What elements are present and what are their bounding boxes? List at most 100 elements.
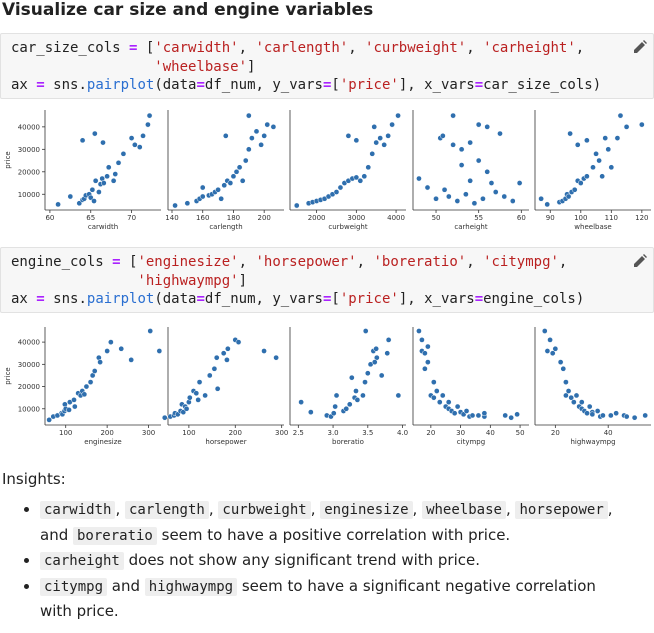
point — [571, 186, 578, 193]
point — [467, 177, 473, 184]
point — [333, 189, 340, 195]
x-tick-label: 160 — [196, 214, 209, 222]
point — [115, 159, 122, 166]
code-token: , — [575, 40, 585, 56]
point — [538, 195, 544, 202]
point — [330, 410, 337, 417]
y-tick-label: 30000 — [18, 146, 40, 154]
y-tick-label: 10000 — [18, 405, 40, 413]
point — [450, 112, 456, 119]
point — [514, 411, 520, 418]
point — [577, 180, 584, 186]
inline-code: highwaympg — [144, 577, 238, 596]
point — [422, 350, 428, 357]
point — [377, 135, 384, 141]
x-tick-label: 55 — [474, 214, 483, 222]
code-token: [ — [137, 40, 155, 56]
point — [354, 397, 361, 403]
point — [81, 391, 88, 398]
code-token: = — [36, 291, 45, 307]
point — [261, 348, 267, 354]
y-tick-label: 20000 — [18, 168, 40, 176]
heading: Visualize car size and engine variables — [2, 0, 374, 20]
point — [454, 198, 461, 204]
code-token: (data — [154, 291, 197, 307]
point — [436, 399, 443, 405]
text: seem to have a significant negative corr… — [40, 576, 596, 621]
point — [589, 411, 596, 418]
point — [385, 132, 391, 139]
point — [364, 370, 371, 377]
x-tick-label: 4.0 — [397, 429, 408, 437]
point — [221, 182, 228, 189]
edit-icon[interactable] — [633, 254, 647, 268]
code-token: [ — [331, 77, 340, 93]
x-tick-label: 40 — [486, 429, 495, 437]
x-axis-label: carheight — [454, 223, 487, 231]
point — [563, 379, 569, 385]
x-tick-label: 3000 — [347, 214, 365, 222]
point — [384, 350, 391, 357]
point — [557, 359, 564, 365]
x-tick-label: 300 — [142, 429, 155, 437]
x-axis-label: wheelbase — [574, 223, 611, 231]
point — [196, 379, 203, 385]
point — [445, 193, 452, 200]
point — [55, 201, 61, 208]
point — [416, 328, 422, 334]
x-tick-label: 300 — [275, 429, 288, 437]
point — [488, 180, 495, 186]
x-tick-label: 140 — [165, 214, 178, 222]
x-tick-label: 30 — [456, 429, 465, 437]
code-token: pairplot — [86, 77, 155, 93]
x-axis-label: enginesize — [84, 438, 121, 446]
point — [373, 139, 380, 146]
x-tick-label: 20 — [426, 429, 435, 437]
point — [71, 397, 77, 403]
y-tick-label: 30000 — [18, 361, 40, 369]
point — [586, 403, 593, 410]
point — [206, 372, 213, 379]
point — [199, 193, 206, 200]
point — [425, 343, 431, 350]
point — [590, 164, 596, 171]
point — [433, 195, 439, 202]
point — [249, 135, 255, 141]
x-tick-label: 50 — [432, 214, 441, 222]
code-token: ], x_vars — [398, 77, 475, 93]
point — [365, 164, 372, 171]
text: , — [115, 500, 125, 518]
x-axis-label: horsepower — [205, 438, 246, 446]
point — [395, 392, 402, 399]
point — [118, 345, 125, 352]
code-token: 'highwaympg' — [11, 272, 239, 289]
point — [440, 132, 446, 139]
point — [307, 409, 314, 415]
point — [227, 180, 234, 186]
point — [89, 186, 96, 193]
code-cell[interactable]: engine_cols = ['enginesize', 'horsepower… — [0, 247, 654, 313]
point — [199, 184, 206, 191]
inline-code: carlength — [124, 501, 209, 519]
x-tick-label: 100 — [59, 429, 72, 437]
point — [346, 401, 353, 408]
point — [332, 403, 338, 410]
edit-icon[interactable] — [633, 40, 647, 54]
code-cell[interactable]: car_size_cols = ['carwidth', 'carlength'… — [0, 33, 654, 99]
point — [67, 193, 74, 200]
code-token: , — [348, 40, 366, 56]
point — [202, 392, 208, 399]
x-tick-label: 50 — [516, 429, 525, 437]
insights-label: Insights: — [2, 470, 66, 488]
code-token: sns. — [44, 291, 87, 307]
point — [492, 189, 499, 195]
point — [471, 200, 478, 207]
point — [348, 374, 355, 381]
code-token: (data — [154, 77, 197, 93]
x-tick-label: 180 — [227, 214, 240, 222]
point — [509, 198, 516, 204]
point — [541, 328, 548, 334]
code-token: = — [112, 254, 121, 270]
point — [501, 193, 508, 200]
point — [120, 150, 127, 157]
